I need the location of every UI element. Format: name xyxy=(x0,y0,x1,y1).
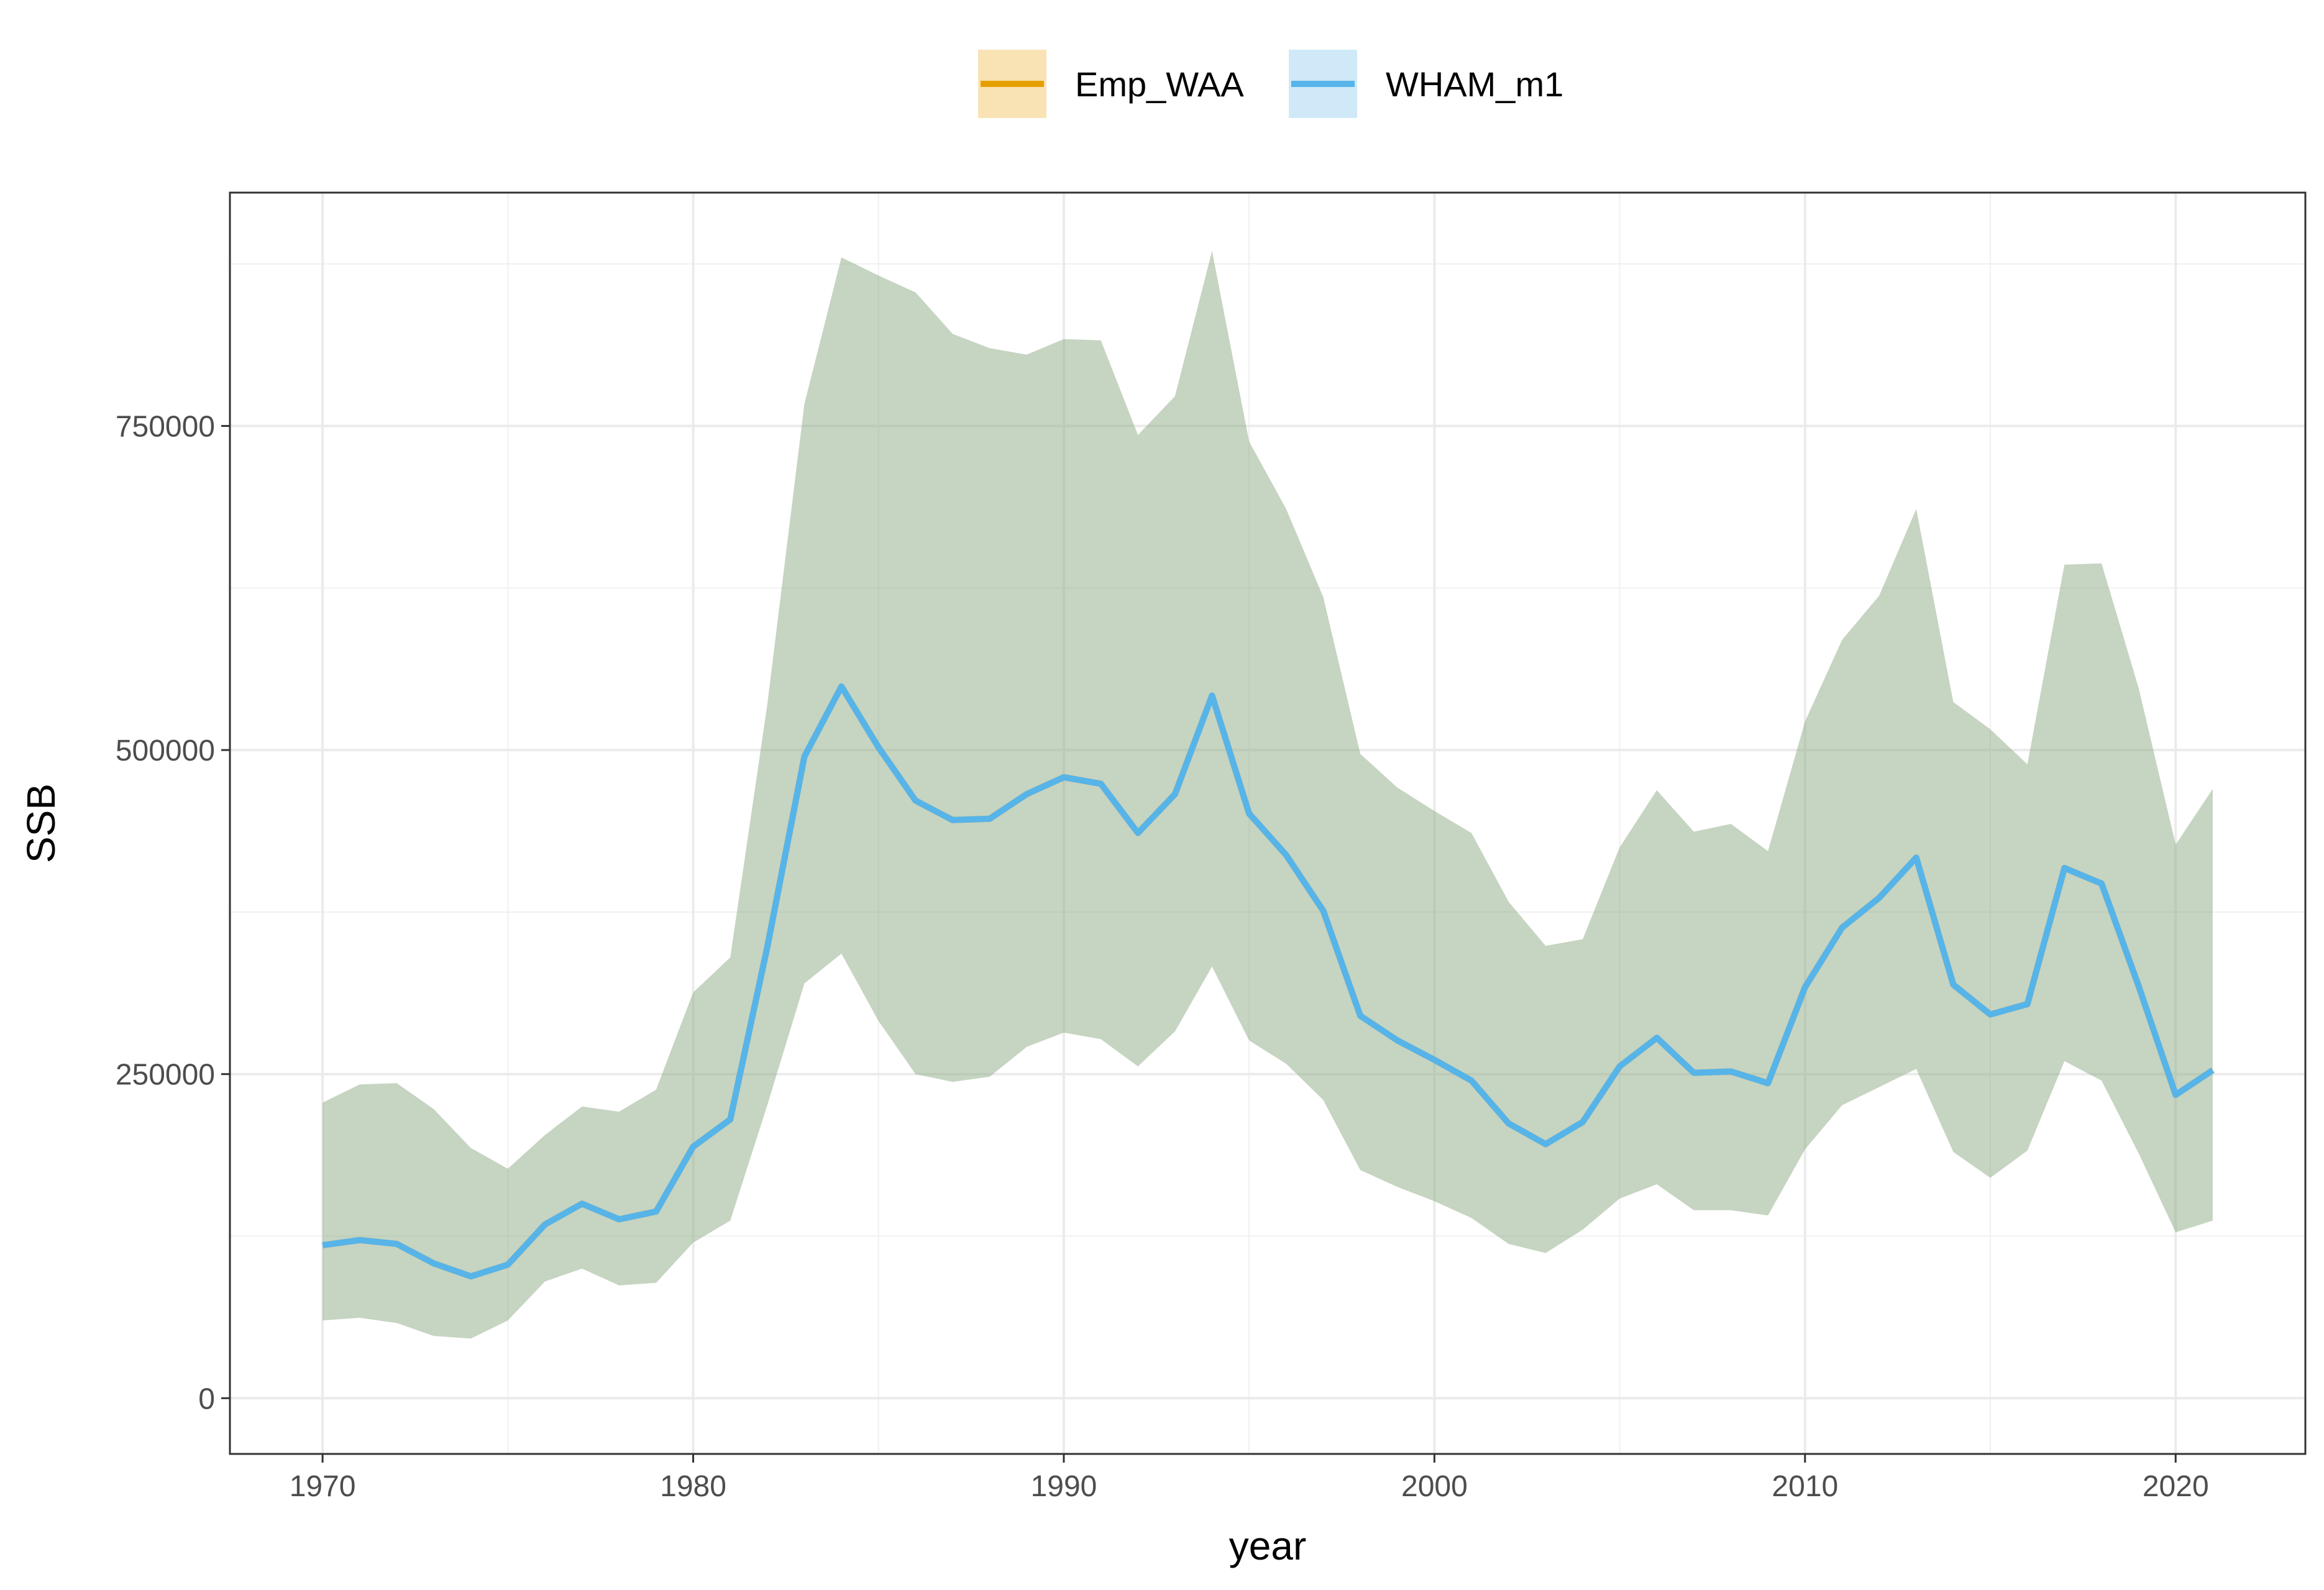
y-tick-label: 750000 xyxy=(116,411,215,444)
x-axis-title: year xyxy=(1229,1524,1307,1568)
x-axis: 1970 1980 1990 2000 2010 2020 xyxy=(290,1454,2209,1503)
legend: Emp_WAA WHAM_m1 xyxy=(978,50,1563,118)
legend-label-wham-m1: WHAM_m1 xyxy=(1386,65,1563,104)
y-tick-label: 250000 xyxy=(116,1059,215,1092)
series-lines xyxy=(322,683,2215,1280)
ribbon-wham-m1 xyxy=(323,250,2213,1339)
y-tick-label: 500000 xyxy=(116,734,215,767)
legend-label-emp-waa: Emp_WAA xyxy=(1075,65,1244,104)
x-tick-label: 2020 xyxy=(2143,1470,2209,1503)
plot-panel xyxy=(230,193,2305,1454)
y-tick-label: 0 xyxy=(198,1382,215,1415)
confidence-ribbons xyxy=(323,250,2213,1339)
x-tick-label: 2010 xyxy=(1772,1470,1838,1503)
x-tick-label: 1970 xyxy=(290,1470,356,1503)
x-tick-label: 1990 xyxy=(1031,1470,1097,1503)
ribbon-emp-waa xyxy=(323,250,2213,1339)
grid-major xyxy=(230,193,2305,1454)
y-axis-title: SSB xyxy=(19,784,63,863)
plot-border xyxy=(229,191,2307,1455)
x-tick-label: 1980 xyxy=(660,1470,726,1503)
grid-minor xyxy=(230,193,2305,1454)
series-line-wham-m1 xyxy=(322,683,2215,1280)
x-tick-label: 2000 xyxy=(1401,1470,1468,1503)
y-axis: 0 250000 500000 750000 xyxy=(116,411,230,1415)
